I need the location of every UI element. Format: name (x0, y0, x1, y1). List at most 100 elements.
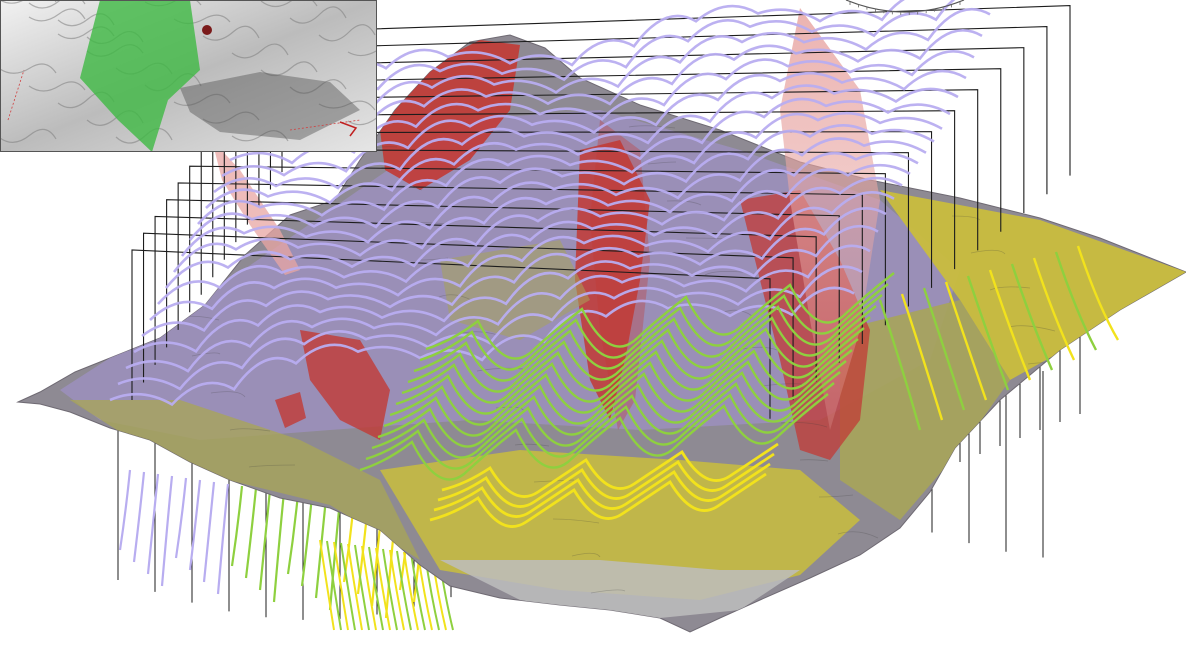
terrain-texture-line (134, 242, 170, 246)
contour-lower-curve (216, 483, 230, 595)
terrain-texture-line (666, 200, 702, 206)
terrain-texture-line (837, 531, 879, 539)
terrain-texture-line (742, 346, 778, 351)
contour-line-green (419, 283, 889, 371)
contour-line-green (395, 327, 865, 415)
contour-line-purple (141, 207, 887, 338)
contour-line-purple (221, 69, 967, 178)
contour-line-east (1032, 257, 1076, 361)
terrain-texture-line (932, 176, 980, 180)
contour-lower-curve (354, 544, 370, 631)
contour-line-east (988, 269, 1032, 381)
contour-line-purple (157, 176, 903, 305)
cross-section-frame (212, 131, 933, 288)
terrain-texture-line (115, 206, 145, 210)
contour-lower-curve (188, 479, 202, 571)
contour-lower-curve (347, 543, 363, 631)
contour-line-purple (149, 191, 895, 321)
terrain-texture-line (1084, 474, 1132, 477)
terrain-texture-line (96, 169, 144, 176)
contour-lower-curve (333, 541, 349, 631)
red-marker-icon (202, 25, 212, 35)
terrain-texture-line (647, 161, 677, 165)
contour-line-green (425, 272, 895, 360)
contour-line-yellow (441, 442, 779, 498)
contour-line-green (377, 360, 847, 448)
contour-line-purple (197, 111, 943, 225)
contour-lower-curve (146, 473, 160, 575)
contour-lower-curve (396, 550, 412, 631)
terrain-texture-line (1046, 398, 1082, 402)
terrain-texture-line (1103, 508, 1133, 513)
terrain-texture-line (229, 428, 271, 432)
unit-grey-south (440, 560, 800, 620)
contour-line-purple (205, 97, 951, 209)
contour-line-east (1010, 263, 1054, 371)
terrain-texture-line (419, 257, 449, 261)
terrain-texture-line (970, 249, 1006, 255)
contour-line-green (389, 338, 859, 426)
contour-lower-curve (118, 469, 132, 551)
contour-line-green (407, 305, 877, 393)
contour-line-purple (229, 49, 975, 165)
contour-line-east (900, 293, 944, 421)
terrain-texture-line (856, 568, 904, 573)
unit-yellow-east (880, 190, 1186, 380)
contour-line-yellow (429, 472, 767, 528)
contour-lower-curve (403, 551, 419, 631)
terrain-texture-line (248, 464, 296, 468)
contour-line-green (365, 382, 835, 470)
contour-line-green (401, 316, 871, 404)
contour-line-yellow (433, 462, 771, 518)
contour-lower-curve (174, 477, 188, 559)
unit-olive-east (840, 300, 1010, 520)
contour-line-east (1076, 245, 1120, 341)
contour-line-east (922, 287, 966, 411)
contour-line-green (383, 349, 853, 437)
contour-lower-curve (160, 475, 174, 587)
contour-line-purple (164, 163, 911, 289)
contour-lower-curve (286, 493, 300, 575)
cross-section-frame (154, 215, 817, 382)
unit-olive-southwest (70, 400, 420, 560)
contour-line-purple (253, 0, 956, 116)
contour-lower-curve (272, 491, 286, 603)
contour-lower-curve (382, 548, 398, 631)
terrain-texture-line (514, 443, 550, 447)
inset-overview-map[interactable] (0, 0, 404, 152)
terrain-texture-line (609, 88, 651, 95)
contour-lower-curve (230, 485, 244, 567)
cross-section-frame (177, 182, 863, 344)
contour-line-purple (180, 137, 927, 257)
contour-lower-curve (258, 489, 272, 591)
terrain-texture-line (552, 518, 600, 524)
terrain-texture-line (989, 286, 1031, 291)
unit-red-west (300, 330, 390, 440)
terrain-texture-line (1008, 325, 1056, 332)
contour-line-green (413, 294, 883, 382)
contour-lower-curve (410, 552, 426, 631)
contour-lower-curve (132, 471, 146, 563)
terrain-texture-line (590, 589, 626, 594)
contour-lines (109, 0, 1120, 528)
green-surface-icon (80, 0, 200, 152)
contour-lower-curve (319, 539, 335, 631)
contour-line-purple (133, 224, 879, 354)
contour-line-purple (261, 0, 906, 98)
contour-line-yellow (437, 452, 775, 508)
terrain-texture-line (799, 459, 829, 462)
contour-line-east (878, 299, 922, 431)
terrain-texture-line (1065, 437, 1107, 443)
contour-line-green (371, 371, 841, 459)
contour-line-east (944, 281, 988, 401)
terrain-texture-line (761, 383, 803, 387)
contour-lower-curve (368, 546, 384, 631)
terrain-texture-line (1141, 583, 1183, 588)
contour-line-purple (125, 244, 871, 373)
terrain-texture-line (191, 352, 221, 357)
contour-line-east (1054, 251, 1098, 351)
contour-line-purple (188, 124, 935, 241)
contour-line-green (359, 393, 829, 481)
